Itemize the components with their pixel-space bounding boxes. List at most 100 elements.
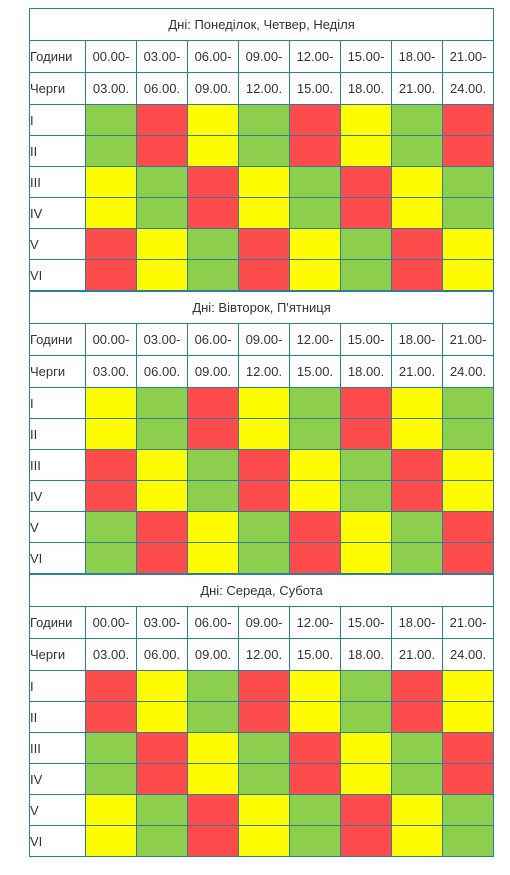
queue-label: VI [29, 542, 86, 574]
table-row: IV [29, 480, 495, 512]
status-cell-green [391, 135, 443, 167]
hour-start: 18.00- [391, 606, 443, 639]
status-cell-yellow [441, 701, 495, 733]
hour-start: 21.00- [441, 323, 495, 356]
queue-label: III [29, 449, 86, 481]
queue-label: III [29, 166, 86, 198]
status-cell-red [441, 135, 495, 167]
status-cell-red [289, 732, 341, 764]
status-cell-green [340, 228, 392, 260]
status-cell-green [340, 480, 392, 512]
status-cell-yellow [136, 449, 188, 481]
hour-end: 18.00. [340, 638, 392, 671]
status-cell-yellow [85, 387, 137, 419]
status-cell-yellow [340, 511, 392, 543]
status-cell-green [340, 701, 392, 733]
status-cell-green [441, 197, 495, 229]
status-cell-red [187, 418, 239, 450]
status-cell-red [238, 259, 290, 291]
status-cell-red [238, 480, 290, 512]
hour-end: 06.00. [136, 72, 188, 105]
status-cell-yellow [391, 166, 443, 198]
status-cell-green [441, 825, 495, 857]
status-cell-green [289, 825, 341, 857]
status-cell-green [289, 794, 341, 826]
hour-start: 09.00- [238, 323, 290, 356]
status-cell-yellow [391, 387, 443, 419]
queue-label: I [29, 670, 86, 702]
status-cell-red [187, 197, 239, 229]
status-cell-red [289, 763, 341, 795]
status-cell-yellow [289, 701, 341, 733]
hour-start: 15.00- [340, 323, 392, 356]
table-row: II [29, 135, 495, 167]
hour-end: 21.00. [391, 72, 443, 105]
status-cell-yellow [85, 166, 137, 198]
hour-start: 18.00- [391, 40, 443, 73]
status-cell-red [289, 542, 341, 574]
hour-end: 24.00. [441, 638, 495, 671]
status-cell-yellow [238, 197, 290, 229]
status-cell-green [85, 763, 137, 795]
status-cell-yellow [136, 259, 188, 291]
hours-start-row: Години 00.00- 03.00- 06.00- 09.00- 12.00- 15.0… [29, 40, 495, 73]
hour-start: 18.00- [391, 323, 443, 356]
status-cell-red [391, 228, 443, 260]
status-cell-red [391, 701, 443, 733]
hour-start: 06.00- [187, 606, 239, 639]
hour-end: 09.00. [187, 72, 239, 105]
hour-end: 12.00. [238, 355, 290, 388]
status-cell-green [187, 228, 239, 260]
status-cell-green [238, 542, 290, 574]
table-row: IV [29, 763, 495, 795]
status-cell-red [340, 794, 392, 826]
hour-start: 06.00- [187, 40, 239, 73]
status-cell-yellow [340, 763, 392, 795]
hour-end: 06.00. [136, 355, 188, 388]
status-cell-green [289, 166, 341, 198]
hour-end: 09.00. [187, 355, 239, 388]
status-cell-red [441, 732, 495, 764]
hours-end-row: Черги 03.00. 06.00. 09.00. 12.00. 15.00. 18.00… [29, 638, 495, 671]
hours-start-row: Години 00.00- 03.00- 06.00- 09.00- 12.00- 15.0… [29, 606, 495, 639]
status-cell-yellow [136, 480, 188, 512]
status-cell-red [136, 135, 188, 167]
status-cell-green [136, 794, 188, 826]
status-cell-green [136, 418, 188, 450]
hour-end: 24.00. [441, 355, 495, 388]
hour-start: 03.00- [136, 40, 188, 73]
status-cell-yellow [85, 418, 137, 450]
queue-label: II [29, 418, 86, 450]
status-cell-green [441, 387, 495, 419]
status-cell-red [391, 480, 443, 512]
status-cell-green [85, 511, 137, 543]
status-cell-green [391, 542, 443, 574]
status-cell-green [340, 670, 392, 702]
status-cell-red [238, 449, 290, 481]
status-cell-yellow [289, 670, 341, 702]
status-cell-red [238, 228, 290, 260]
table-row: V [29, 228, 495, 260]
status-cell-green [289, 387, 341, 419]
status-cell-yellow [238, 387, 290, 419]
hour-end: 03.00. [85, 355, 137, 388]
hours-label: Години [29, 606, 86, 639]
status-cell-red [85, 259, 137, 291]
hour-end: 15.00. [289, 638, 341, 671]
days-title: Дні: Понеділок, Четвер, Неділя [28, 8, 495, 41]
queue-label: I [29, 387, 86, 419]
status-cell-red [289, 511, 341, 543]
status-cell-red [136, 763, 188, 795]
schedule-table: Дні: Середа, Субота Години 00.00- 03.00- 06.… [28, 574, 495, 857]
status-cell-red [340, 418, 392, 450]
status-cell-red [340, 197, 392, 229]
table-row: II [29, 418, 495, 450]
queue-label: IV [29, 197, 86, 229]
table-row: VI [29, 542, 495, 574]
status-cell-yellow [289, 480, 341, 512]
status-cell-yellow [391, 197, 443, 229]
status-cell-green [187, 670, 239, 702]
status-cell-green [441, 418, 495, 450]
status-cell-green [85, 104, 137, 136]
status-cell-green [238, 763, 290, 795]
